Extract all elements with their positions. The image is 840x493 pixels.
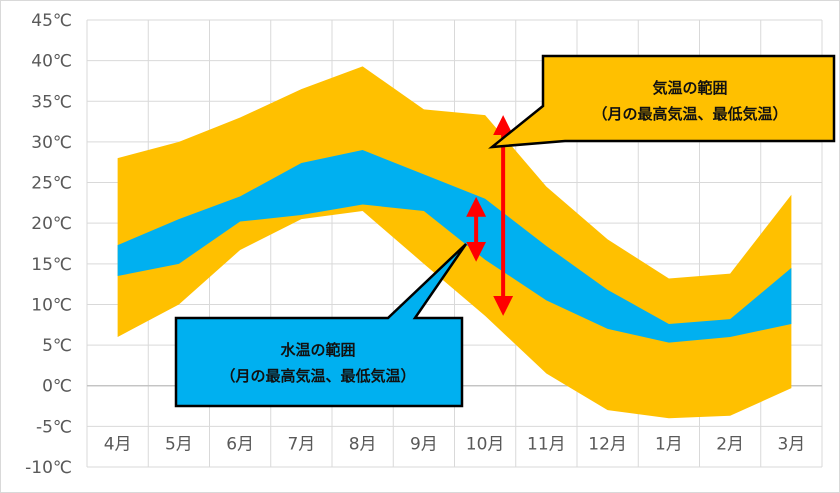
x-tick-label: 1月 [655, 434, 683, 454]
x-tick-label: 6月 [226, 434, 254, 454]
y-tick-label: 10℃ [31, 295, 72, 315]
y-tick-label: 15℃ [31, 255, 72, 275]
y-tick-label: 45℃ [31, 11, 72, 31]
y-tick-label: 5℃ [42, 336, 72, 356]
y-tick-label: -10℃ [25, 458, 72, 478]
callouts: 気温の範囲 （月の最高気温、最低気温） 水温の範囲 （月の最高気温、最低気温） [174, 54, 836, 408]
x-axis: 4月 5月 6月 7月 8月 9月 10月 11月 12月 1月 2月 3月 [104, 434, 806, 454]
x-tick-label: 12月 [588, 434, 627, 454]
y-tick-label: 25℃ [31, 174, 72, 194]
y-tick-label: -5℃ [36, 417, 72, 437]
x-tick-label: 8月 [349, 434, 377, 454]
y-tick-label: 40℃ [31, 52, 72, 72]
x-tick-label: 4月 [104, 434, 132, 454]
range-arrows [466, 115, 514, 316]
x-tick-label: 2月 [716, 434, 744, 454]
air-callout-subtitle: （月の最高気温、最低気温） [592, 105, 787, 123]
range-bands [117, 66, 792, 419]
x-tick-label: 7月 [287, 434, 315, 454]
x-tick-label: 10月 [466, 434, 505, 454]
water-callout-subtitle: （月の最高気温、最低気温） [220, 367, 415, 385]
y-tick-label: 35℃ [31, 92, 72, 112]
x-tick-label: 5月 [165, 434, 193, 454]
air-range-callout: 気温の範囲 （月の最高気温、最低気温） [488, 54, 836, 149]
x-tick-label: 3月 [777, 434, 805, 454]
x-tick-label: 11月 [527, 434, 566, 454]
y-tick-label: 20℃ [31, 214, 72, 234]
air-callout-title: 気温の範囲 [652, 79, 727, 97]
water-callout-box [174, 243, 468, 408]
x-tick-label: 9月 [410, 434, 438, 454]
y-tick-label: 30℃ [31, 133, 72, 153]
air-callout-box [488, 54, 836, 149]
water-range-callout: 水温の範囲 （月の最高気温、最低気温） [174, 243, 468, 408]
y-axis: 45℃ 40℃ 35℃ 30℃ 25℃ 20℃ 15℃ 10℃ 5℃ 0℃ -5℃ -10℃ [25, 11, 72, 478]
water-range-band [117, 150, 792, 343]
y-tick-label: 0℃ [42, 377, 72, 397]
water-callout-title: 水温の範囲 [280, 341, 355, 359]
